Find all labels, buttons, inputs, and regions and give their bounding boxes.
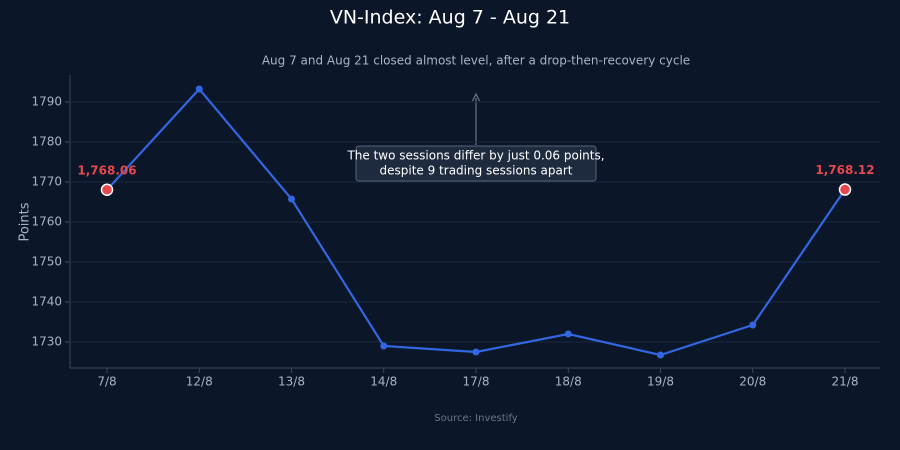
x-tick-label: 13/8 — [278, 375, 305, 389]
highlight-point — [100, 183, 114, 197]
x-tick-label: 21/8 — [832, 375, 859, 389]
chart-title: VN-Index: Aug 7 - Aug 21 — [330, 7, 570, 29]
x-tick-label: 19/8 — [647, 375, 674, 389]
x-tick-label: 14/8 — [370, 375, 397, 389]
annotation-text: despite 9 trading sessions apart — [380, 164, 573, 178]
y-tick-label: 1770 — [31, 175, 62, 189]
point — [288, 195, 295, 203]
value-label: 1,768.12 — [815, 163, 874, 177]
annotation-box — [355, 145, 597, 182]
annotation-arrowhead — [471, 92, 481, 102]
point — [380, 342, 388, 350]
point — [564, 330, 572, 338]
point — [472, 348, 480, 356]
y-tick-label: 1790 — [31, 95, 62, 109]
point — [749, 321, 757, 329]
chart-subtitle: Aug 7 and Aug 21 closed almost level, af… — [262, 54, 690, 68]
point — [195, 85, 203, 93]
y-tick-label: 1780 — [31, 135, 62, 149]
x-tick-label: 20/8 — [739, 375, 766, 389]
y-tick-label: 1730 — [31, 335, 62, 349]
x-tick-label: 12/8 — [186, 375, 213, 389]
y-tick-label: 1750 — [31, 255, 62, 269]
highlight-point — [838, 183, 852, 196]
x-tick-label: 17/8 — [463, 375, 490, 389]
point — [657, 351, 664, 359]
y-tick-label: 1740 — [31, 295, 62, 309]
y-axis-label: Points — [18, 202, 33, 241]
y-tick-label: 1760 — [31, 215, 62, 229]
value-label: 1,768.06 — [77, 163, 136, 177]
source: Source: Investify — [434, 413, 518, 424]
x-tick-label: 7/8 — [97, 375, 116, 389]
x-tick-label: 18/8 — [555, 375, 582, 389]
annotation-text: The two sessions differ by just 0.06 poi… — [346, 149, 604, 163]
